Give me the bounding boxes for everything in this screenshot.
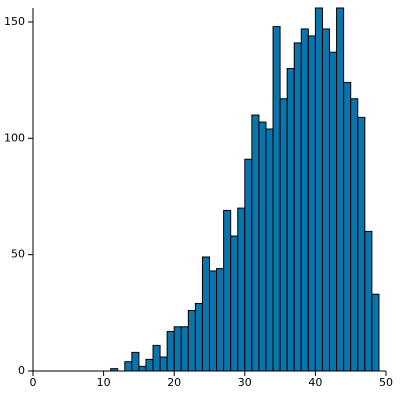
bar: [244, 158, 253, 372]
bar: [138, 365, 147, 372]
bar: [209, 270, 218, 372]
bar: [336, 7, 345, 372]
bar: [371, 293, 380, 372]
bar: [237, 207, 246, 372]
bar: [124, 361, 133, 372]
x-tick-label: 10: [97, 376, 111, 389]
y-tick-label: 150: [4, 15, 25, 28]
bar: [216, 268, 225, 372]
bar: [223, 209, 232, 372]
bar: [180, 326, 189, 372]
bar: [329, 51, 338, 372]
bar: [230, 235, 239, 372]
x-tick-label: 30: [238, 376, 252, 389]
bar: [265, 128, 274, 372]
bar: [152, 344, 161, 372]
bar: [173, 326, 182, 372]
bar: [187, 310, 196, 372]
x-tick-label: 50: [379, 376, 393, 389]
bar: [314, 7, 323, 372]
bar: [159, 356, 168, 372]
bar: [357, 116, 366, 372]
x-tick-label: 20: [167, 376, 181, 389]
bar: [307, 35, 316, 372]
bar: [272, 26, 281, 372]
bar: [258, 121, 267, 372]
bar: [321, 28, 331, 372]
bar: [131, 351, 140, 372]
bar: [251, 114, 260, 372]
y-tick-label: 0: [18, 364, 25, 377]
x-tick-label: 0: [30, 376, 37, 389]
bar: [350, 98, 359, 372]
y-tick-label: 50: [11, 248, 25, 261]
bar: [279, 98, 288, 372]
bar: [145, 358, 154, 372]
bar: [343, 81, 352, 372]
x-tick-label: 40: [308, 376, 322, 389]
y-tick-label: 100: [4, 131, 25, 144]
bar: [293, 42, 302, 372]
bar: [201, 256, 211, 372]
bar: [286, 68, 295, 372]
bar: [166, 330, 175, 372]
bar: [364, 230, 373, 372]
bar: [194, 303, 203, 372]
bar: [300, 28, 309, 372]
